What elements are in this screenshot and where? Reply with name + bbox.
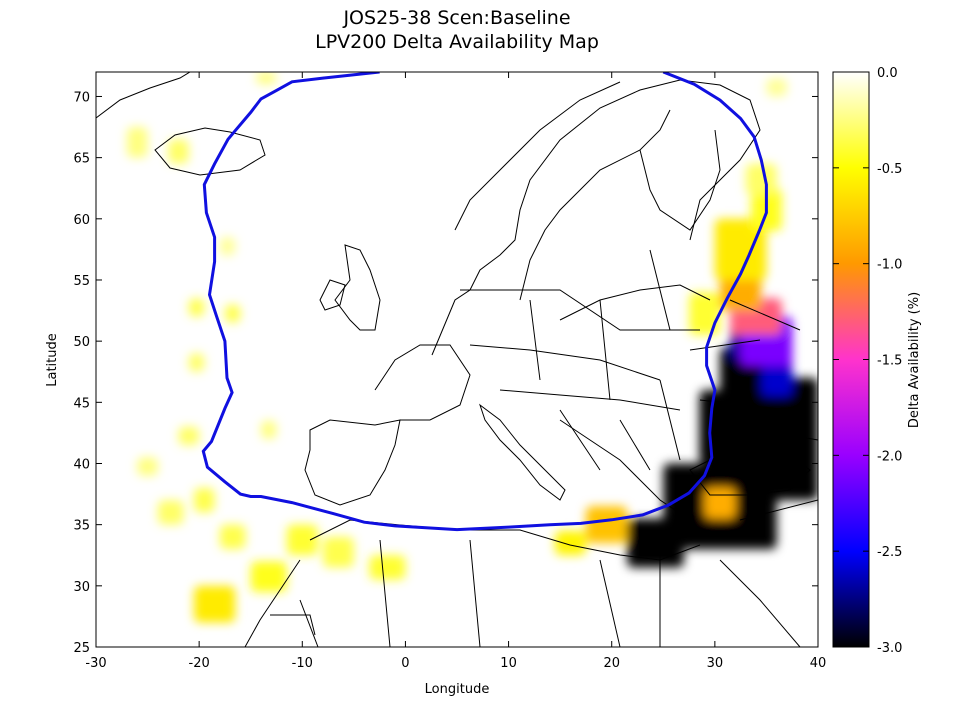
- heatmap-cell: [255, 72, 277, 85]
- heatmap-cell: [188, 298, 205, 317]
- heatmap-cell: [369, 555, 406, 580]
- y-tick-label: 65: [73, 152, 90, 167]
- availability-heatmap: [126, 72, 818, 623]
- y-tick-label: 25: [73, 641, 90, 656]
- chart-title: JOS25-38 Scen:Baseline: [343, 7, 571, 29]
- heatmap-cell: [761, 359, 793, 397]
- heatmap-cell: [766, 78, 788, 97]
- heatmap-cell: [126, 127, 148, 158]
- colorbar-label: Delta Availability (%): [907, 292, 922, 428]
- coastline-ireland: [319, 279, 346, 311]
- colorbar-tick-label: -3.0: [877, 641, 902, 656]
- colorbar-tick-label: -2.0: [877, 449, 902, 464]
- y-tick-label: 70: [73, 90, 90, 105]
- heatmap-cell: [585, 506, 628, 544]
- chart-subtitle: LPV200 Delta Availability Map: [315, 31, 599, 53]
- x-tick-label: 30: [707, 656, 724, 671]
- coastline-greenland: [96, 72, 191, 119]
- x-tick-label: 40: [810, 656, 827, 671]
- coastline-scandinavia: [431, 79, 761, 356]
- service-area-boundary: [201, 72, 768, 532]
- colorbar-tick-label: -0.5: [877, 162, 902, 177]
- coastline-britain: [334, 244, 381, 331]
- y-tick-label: 55: [73, 274, 90, 289]
- plot-frame: [95, 71, 819, 648]
- heatmap-cell: [188, 353, 205, 372]
- heatmap-cell: [168, 139, 189, 164]
- coastline-map: [96, 72, 818, 647]
- x-tick-label: -30: [85, 656, 106, 671]
- x-tick-label: 10: [500, 656, 517, 671]
- coastline-france: [374, 344, 471, 421]
- plot-background: [96, 72, 818, 647]
- y-tick-label: 50: [73, 335, 90, 350]
- x-axis: -30 -20 -10 0 10 20 30 40: [85, 72, 826, 671]
- y-tick-label: 60: [73, 213, 90, 228]
- heatmap-cell: [224, 304, 241, 323]
- coastline-norway: [454, 81, 621, 231]
- x-tick-label: 20: [603, 656, 620, 671]
- colorbar-tick-label: 0.0: [877, 66, 898, 81]
- border-lines: [270, 249, 818, 647]
- heatmap-cell: [219, 524, 246, 550]
- y-axis-label: Latitude: [45, 333, 60, 387]
- heatmap-cell: [178, 426, 200, 446]
- coastline-sweden: [519, 109, 671, 301]
- coastline-baltic: [559, 284, 711, 321]
- y-tick-label: 30: [73, 580, 90, 595]
- heatmap-cell: [137, 457, 158, 476]
- y-axis: 25 30 35 40 45 50 55 60 65 70: [73, 90, 818, 656]
- colorbar: 0.0 -0.5 -1.0 -1.5 -2.0 -2.5 -3.0 Delta Availa…: [832, 66, 922, 656]
- heatmap-cell: [193, 585, 236, 623]
- x-tick-label: -20: [189, 656, 210, 671]
- coastline-anatolia: [689, 449, 811, 496]
- heatmap-cell: [219, 237, 236, 256]
- heatmap-cell: [745, 163, 777, 195]
- heatmap-cell: [322, 536, 354, 568]
- heatmap-cell: [714, 218, 767, 280]
- heatmap-cell: [250, 561, 287, 592]
- heatmap-cell: [157, 500, 184, 525]
- heatmap-cell: [554, 530, 586, 556]
- coastline-west-africa: [244, 559, 301, 647]
- x-tick-label: -10: [292, 656, 313, 671]
- heatmap-cell: [193, 487, 215, 513]
- coastline-finland: [639, 129, 721, 231]
- colorbar-tick-label: -1.0: [877, 258, 902, 273]
- y-tick-label: 35: [73, 519, 90, 534]
- y-tick-label: 40: [73, 457, 90, 472]
- plot-area: [95, 71, 819, 648]
- coastline-balkans: [559, 419, 691, 521]
- heatmap-cell: [286, 524, 318, 556]
- heatmap-cell: [720, 273, 762, 311]
- x-tick-label: 0: [401, 656, 409, 671]
- coastline-italy: [479, 403, 566, 501]
- heatmap-cell: [704, 487, 736, 519]
- heatmap-cell: [689, 292, 721, 336]
- heatmap-cell: [261, 420, 277, 440]
- colorbar-tick-label: -1.5: [877, 354, 902, 369]
- coastline-iberia: [304, 419, 401, 506]
- x-axis-label: Longitude: [425, 682, 490, 697]
- colorbar-tick-label: -2.5: [877, 545, 902, 560]
- y-tick-label: 45: [73, 396, 90, 411]
- coastline-iceland: [154, 127, 266, 176]
